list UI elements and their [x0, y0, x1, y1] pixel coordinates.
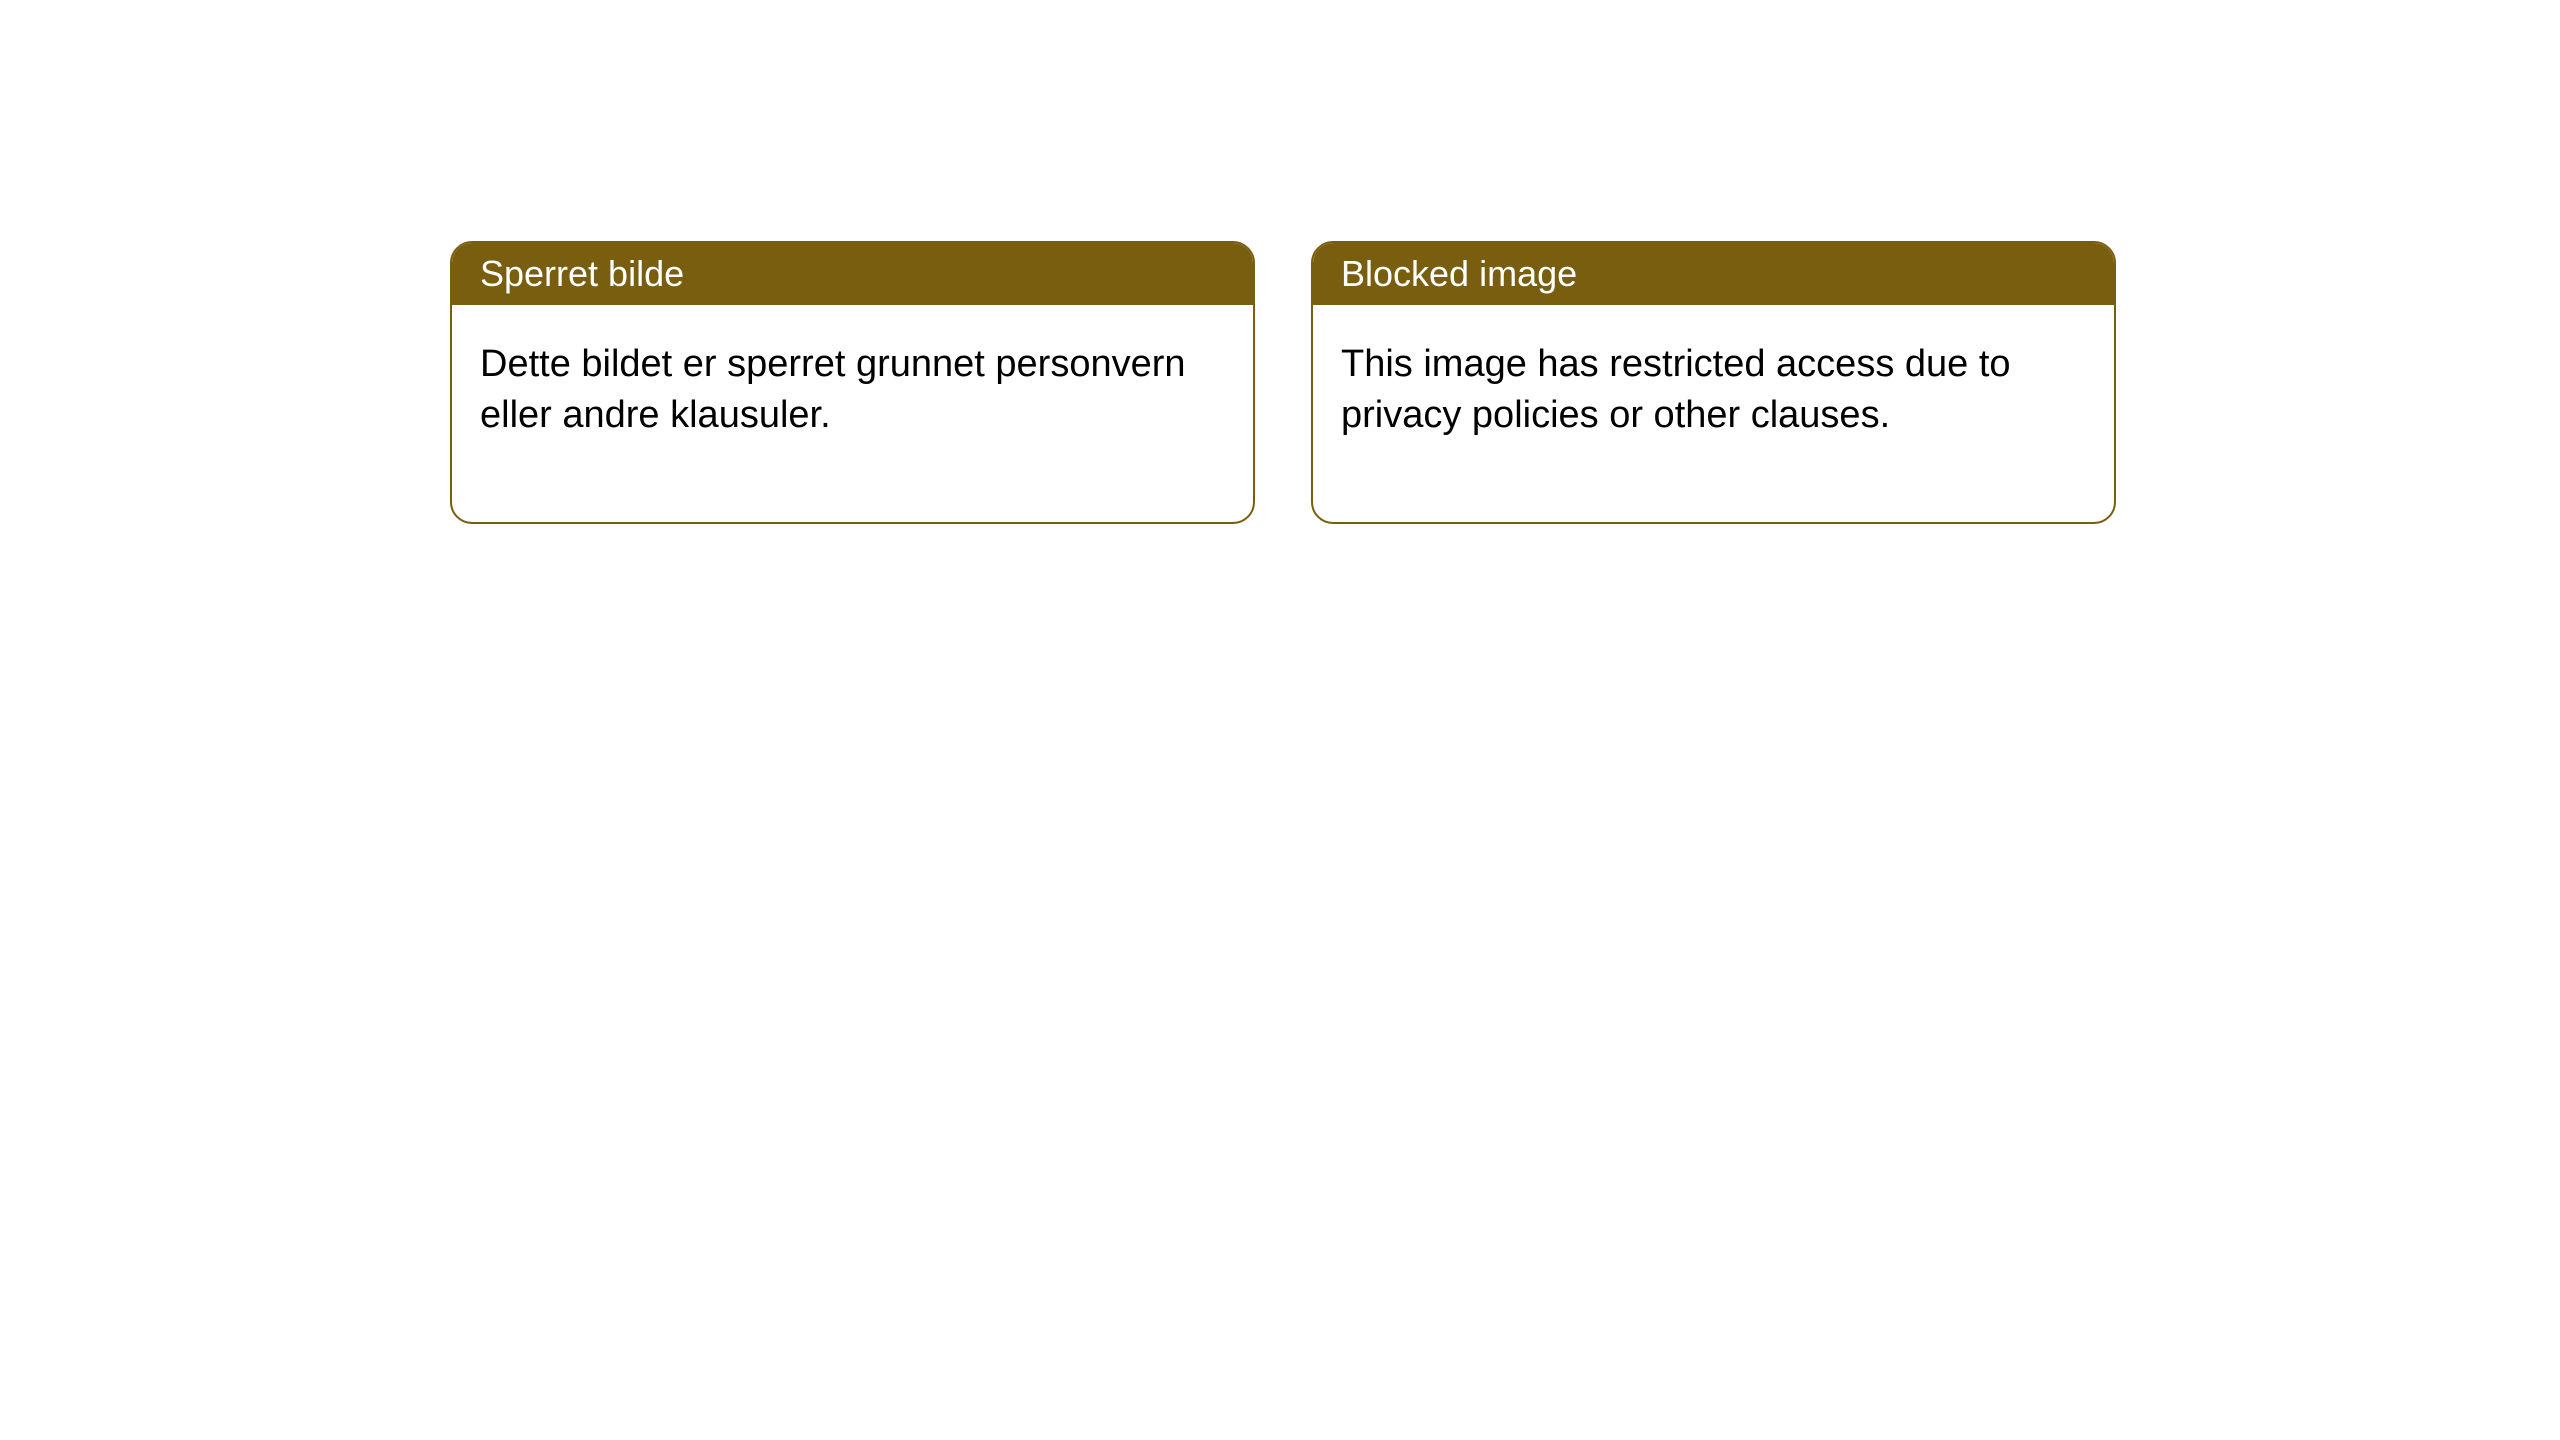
- notice-title: Sperret bilde: [480, 253, 684, 294]
- notice-header: Blocked image: [1313, 243, 2114, 305]
- notice-title: Blocked image: [1341, 253, 1577, 294]
- notice-message: Dette bildet er sperret grunnet personve…: [480, 343, 1186, 436]
- notice-body: Dette bildet er sperret grunnet personve…: [452, 305, 1253, 522]
- notice-header: Sperret bilde: [452, 243, 1253, 305]
- notice-card-english: Blocked image This image has restricted …: [1311, 241, 2116, 524]
- notice-container: Sperret bilde Dette bildet er sperret gr…: [0, 0, 2560, 524]
- notice-card-norwegian: Sperret bilde Dette bildet er sperret gr…: [450, 241, 1255, 524]
- notice-message: This image has restricted access due to …: [1341, 343, 2011, 436]
- notice-body: This image has restricted access due to …: [1313, 305, 2114, 522]
